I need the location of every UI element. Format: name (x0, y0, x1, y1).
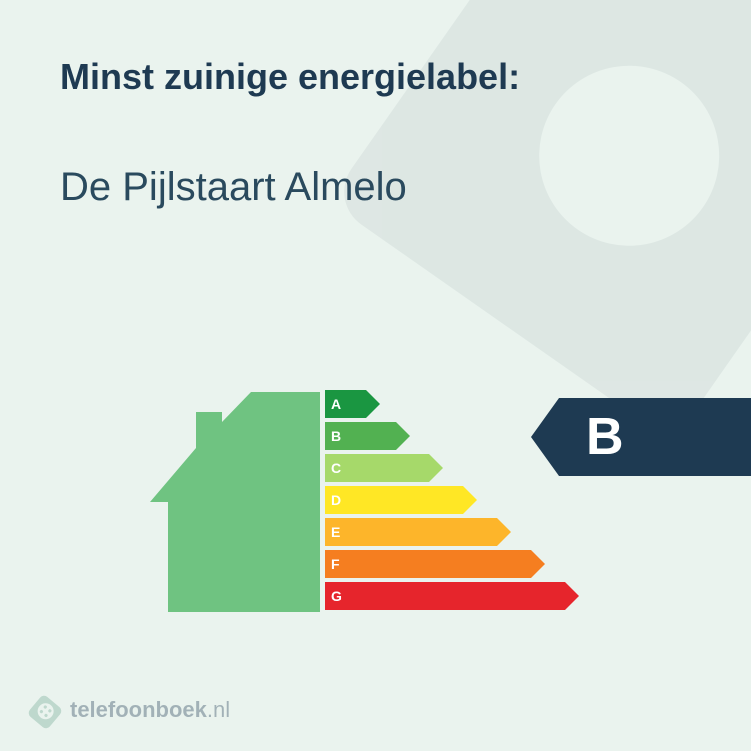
energy-bar-g: G (325, 582, 625, 610)
bar-label: A (325, 390, 343, 418)
house-shape (150, 392, 320, 612)
energy-bar-f: F (325, 550, 625, 578)
phonebook-icon (24, 691, 66, 733)
result-value: B (586, 408, 624, 466)
house-icon (150, 392, 320, 612)
bar-shape (325, 486, 477, 514)
bar-label: D (325, 486, 343, 514)
energy-bar-d: D (325, 486, 625, 514)
bar-shape (325, 582, 579, 610)
bar-label: C (325, 454, 343, 482)
brand-name-light: .nl (207, 697, 230, 722)
energy-bar-e: E (325, 518, 625, 546)
result-badge: B (531, 398, 751, 476)
brand-name-bold: telefoonboek (70, 697, 207, 722)
bar-label: F (325, 550, 343, 578)
bar-label: E (325, 518, 343, 546)
bar-shape (325, 550, 545, 578)
location-name: De Pijlstaart Almelo (60, 165, 407, 210)
footer-text: telefoonboek.nl (70, 697, 230, 723)
bar-shape (325, 518, 511, 546)
footer-brand: telefoonboek.nl (30, 695, 230, 725)
bar-label: B (325, 422, 343, 450)
bar-label: G (325, 582, 343, 610)
page-title: Minst zuinige energielabel: (60, 56, 520, 98)
